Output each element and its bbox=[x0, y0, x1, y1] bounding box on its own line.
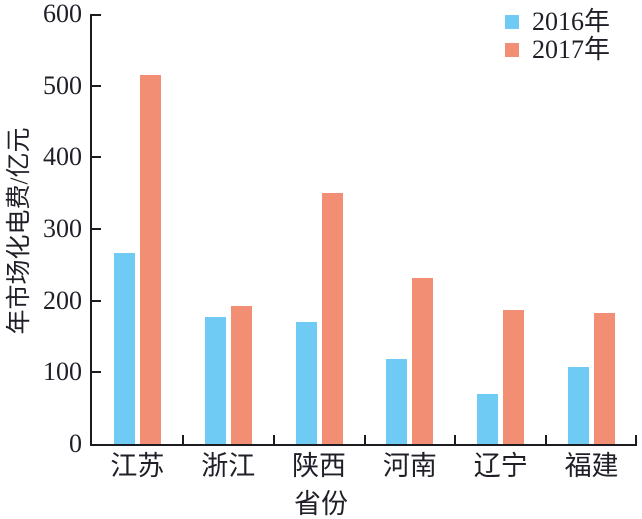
bar-2016年-浙江 bbox=[204, 317, 226, 444]
y-tick-label-0: 0 bbox=[69, 429, 82, 458]
bar-group-江苏 bbox=[92, 75, 183, 444]
bar-2017年-陕西 bbox=[321, 193, 343, 444]
y-tick-300 bbox=[92, 228, 101, 230]
x-category-label-江苏: 江苏 bbox=[110, 451, 165, 481]
y-tick-label-600: 600 bbox=[43, 0, 82, 28]
bar-group-福建 bbox=[546, 313, 637, 444]
y-tick-500 bbox=[92, 85, 101, 87]
legend-label-2017年: 2017年 bbox=[532, 35, 611, 64]
bar-2017年-江苏 bbox=[139, 75, 161, 444]
bar-2016年-江苏 bbox=[113, 253, 135, 444]
bar-2016年-福建 bbox=[568, 367, 590, 444]
x-category-label-河南: 河南 bbox=[382, 451, 437, 481]
bar-2017年-河南 bbox=[412, 278, 434, 444]
plot-area bbox=[90, 14, 637, 446]
legend-swatch-2017年 bbox=[505, 43, 519, 57]
bar-2016年-河南 bbox=[386, 359, 408, 444]
y-tick-label-500: 500 bbox=[43, 70, 82, 100]
legend-item-2016年: 2016年 bbox=[505, 8, 610, 36]
legend: 2016年 2017年 bbox=[505, 8, 610, 64]
x-tick-3 bbox=[364, 435, 366, 444]
y-tick-label-300: 300 bbox=[43, 214, 82, 243]
legend-item-2017年: 2017年 bbox=[505, 36, 610, 64]
x-tick-1 bbox=[182, 435, 184, 444]
y-tick-600 bbox=[92, 14, 101, 16]
legend-label-2016年: 2016年 bbox=[532, 7, 611, 36]
y-tick-label-100: 100 bbox=[43, 357, 82, 387]
y-tick-label-400: 400 bbox=[43, 142, 82, 172]
bar-group-辽宁 bbox=[455, 310, 546, 444]
y-tick-200 bbox=[92, 300, 101, 302]
x-category-label-福建: 福建 bbox=[564, 451, 619, 481]
x-tick-4 bbox=[454, 435, 456, 444]
x-axis-label: 省份 bbox=[294, 489, 348, 519]
x-tick-end bbox=[635, 435, 637, 444]
y-tick-label-200: 200 bbox=[43, 285, 82, 315]
bar-2016年-辽宁 bbox=[477, 394, 499, 444]
bar-group-浙江 bbox=[183, 306, 274, 444]
x-tick-2 bbox=[273, 435, 275, 444]
bar-2017年-浙江 bbox=[230, 306, 252, 444]
y-tick-400 bbox=[92, 156, 101, 158]
x-category-label-陕西: 陕西 bbox=[292, 451, 347, 481]
bar-group-河南 bbox=[365, 278, 456, 444]
x-category-label-辽宁: 辽宁 bbox=[473, 451, 528, 481]
x-tick-5 bbox=[545, 435, 547, 444]
y-tick-100 bbox=[92, 371, 101, 373]
legend-swatch-2016年 bbox=[505, 15, 519, 29]
bar-group-陕西 bbox=[274, 193, 365, 444]
bar-2017年-福建 bbox=[594, 313, 616, 444]
x-category-label-浙江: 浙江 bbox=[201, 451, 256, 481]
bar-2016年-陕西 bbox=[295, 322, 317, 444]
bar-2017年-辽宁 bbox=[503, 310, 525, 444]
